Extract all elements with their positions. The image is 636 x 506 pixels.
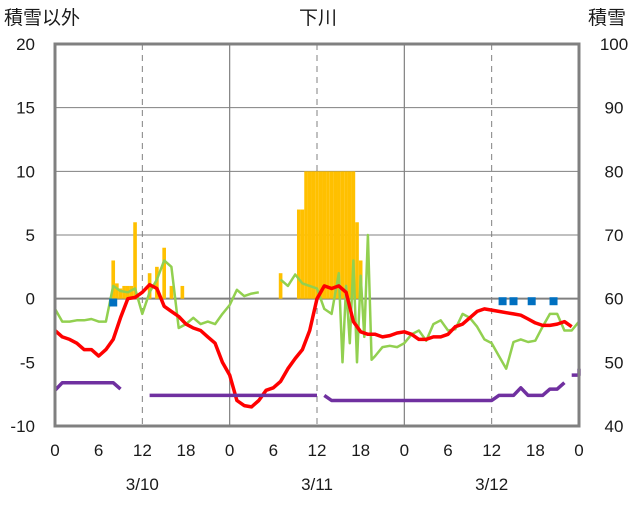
- temperature-line: [53, 282, 573, 409]
- snowfall-bar: [315, 171, 319, 299]
- left-ytick-label: 15: [16, 99, 35, 118]
- blue-marker: [498, 297, 507, 306]
- chart-title: 下川: [299, 8, 337, 29]
- xtick-label: 18: [177, 441, 196, 460]
- xtick-label: 12: [133, 441, 152, 460]
- xtick-label: 0: [574, 441, 583, 460]
- purple-series-line: [53, 380, 122, 392]
- right-ytick-label: 80: [605, 162, 624, 181]
- snowfall-bar: [180, 285, 185, 299]
- right-ytick-label: 50: [605, 353, 624, 372]
- series-lines: [53, 233, 581, 409]
- blue-markers: [109, 297, 558, 307]
- left-ytick-label: 20: [16, 35, 35, 54]
- date-label: 3/10: [126, 475, 159, 494]
- xtick-label: 0: [50, 441, 59, 460]
- snowfall-bar: [115, 283, 119, 299]
- snowfall-bar: [344, 171, 348, 299]
- right-ytick-label: 40: [605, 417, 624, 436]
- snowfall-bar: [304, 171, 308, 299]
- date-label: 3/12: [475, 475, 508, 494]
- xtick-label: 0: [225, 441, 234, 460]
- snowfall-bar: [118, 288, 123, 299]
- snowfall-bar: [337, 171, 341, 299]
- blue-marker: [527, 297, 536, 306]
- purple-series-line: [323, 381, 566, 403]
- right-axis-title: 積雪: [588, 7, 626, 29]
- date-label: 3/11: [301, 475, 333, 494]
- xtick-label: 0: [400, 441, 409, 460]
- left-axis-title: 積雪以外: [4, 7, 80, 29]
- plot-frame: [53, 42, 581, 428]
- snowfall-bar: [355, 222, 359, 299]
- snowfall-bar: [340, 171, 345, 299]
- left-ytick-label: 5: [26, 226, 35, 245]
- snowfall-bar: [347, 171, 352, 299]
- right-ytick-label: 60: [605, 290, 624, 309]
- blue-marker: [549, 297, 558, 306]
- snowfall-bar: [333, 171, 338, 299]
- left-ytick-label: -5: [20, 353, 35, 372]
- snowfall-bar: [278, 273, 283, 299]
- snowfall-bar: [322, 171, 327, 299]
- right-ytick-label: 70: [605, 226, 624, 245]
- snowfall-bar: [307, 171, 312, 299]
- left-ytick-label: -10: [10, 417, 35, 436]
- xtick-label: 6: [94, 441, 103, 460]
- xtick-label: 18: [351, 441, 370, 460]
- xtick-label: 12: [482, 441, 501, 460]
- snowfall-bar: [329, 171, 334, 299]
- snowfall-bar: [318, 171, 323, 299]
- right-ytick-label: 90: [605, 99, 624, 118]
- xtick-label: 6: [443, 441, 452, 460]
- snowfall-bar: [133, 222, 137, 299]
- snowfall-bar: [296, 209, 301, 299]
- snowfall-bar: [169, 285, 174, 299]
- snowfall-bar: [111, 260, 116, 299]
- blue-marker: [109, 298, 118, 307]
- snowfall-bar: [326, 171, 330, 299]
- snowfall-bar: [351, 171, 356, 299]
- snowfall-bar: [300, 209, 305, 299]
- snowfall-bar: [311, 171, 316, 299]
- snowfall-bar: [162, 247, 166, 299]
- right-ytick-label: 100: [600, 35, 628, 54]
- xtick-label: 18: [526, 441, 545, 460]
- snowfall-bar: [155, 266, 159, 299]
- xtick-label: 6: [269, 441, 278, 460]
- left-ytick-label: 10: [16, 162, 35, 181]
- blue-marker: [509, 297, 518, 306]
- snowfall-bar: [129, 285, 134, 299]
- xtick-label: 12: [308, 441, 327, 460]
- left-ytick-label: 0: [26, 290, 35, 309]
- snowfall-bars: [111, 171, 363, 299]
- green-series-line: [53, 259, 260, 330]
